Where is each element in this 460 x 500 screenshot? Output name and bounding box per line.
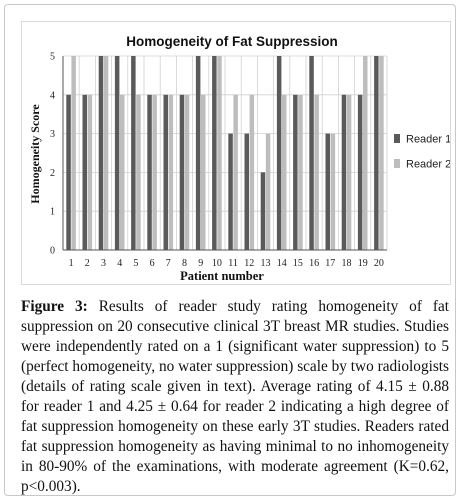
x-tick-label: 5 — [133, 258, 138, 269]
x-tick-label: 16 — [309, 258, 319, 269]
legend-label-reader1: Reader 1 — [406, 134, 450, 146]
x-tick-label: 15 — [293, 258, 303, 269]
chart-title: Homogeneity of Fat Suppression — [126, 34, 338, 49]
bar-reader1-patient-11 — [228, 133, 233, 250]
bar-reader1-patient-20 — [374, 56, 379, 250]
bar-reader1-patient-18 — [341, 94, 347, 250]
y-tick-label: 0 — [50, 246, 55, 257]
y-tick-label: 5 — [50, 52, 55, 63]
x-tick-label: 14 — [277, 258, 287, 269]
x-tick-label: 20 — [374, 258, 384, 269]
bar-reader1-patient-12 — [244, 133, 249, 250]
x-tick-label: 13 — [261, 258, 271, 269]
bar-reader2-patient-16 — [314, 94, 319, 250]
x-tick-label: 18 — [342, 258, 352, 269]
x-tick-label: 11 — [228, 258, 238, 269]
caption-label: Figure 3: — [21, 298, 88, 315]
bar-reader2-patient-15 — [298, 94, 303, 250]
bar-reader1-patient-6 — [147, 94, 152, 250]
legend-label-reader2: Reader 2 — [406, 159, 450, 171]
bar-reader1-patient-14 — [276, 56, 282, 250]
x-tick-label: 8 — [182, 258, 187, 269]
figure-caption: Figure 3: Results of reader study rating… — [21, 297, 449, 497]
x-tick-label: 6 — [150, 258, 155, 269]
bar-reader2-patient-20 — [379, 56, 384, 250]
bar-reader1-patient-17 — [325, 133, 330, 250]
x-tick-label: 17 — [325, 258, 335, 269]
x-tick-label: 4 — [117, 258, 122, 269]
legend: Reader 1 Reader 2 — [394, 134, 450, 171]
bar-reader2-patient-6 — [152, 94, 157, 250]
bar-reader1-patient-2 — [82, 94, 87, 250]
bar-reader2-patient-8 — [184, 94, 190, 250]
bar-reader2-patient-14 — [282, 94, 287, 250]
x-tick-label: 1 — [69, 258, 74, 269]
x-tick-label: 7 — [166, 258, 171, 269]
x-tick-label: 2 — [85, 258, 90, 269]
bar-reader1-patient-16 — [309, 56, 314, 250]
bar-reader2-patient-2 — [87, 94, 93, 250]
bar-reader1-patient-1 — [66, 94, 71, 250]
bar-reader1-patient-13 — [260, 172, 266, 250]
bar-reader2-patient-18 — [346, 94, 352, 250]
grid-lines — [62, 55, 388, 251]
bar-reader2-patient-12 — [249, 94, 255, 250]
y-tick-label: 1 — [50, 207, 55, 218]
y-tick-label: 4 — [50, 90, 55, 101]
bar-reader1-patient-8 — [179, 94, 185, 250]
bar-reader2-patient-7 — [168, 94, 174, 250]
bar-reader2-patient-9 — [201, 94, 206, 250]
chart-container: Homogeneity of Fat Suppression Homogenei… — [21, 21, 451, 285]
caption-text: Results of reader study rating homogenei… — [21, 298, 450, 495]
x-tick-label: 9 — [198, 258, 203, 269]
bar-reader2-patient-4 — [120, 94, 125, 250]
x-tick-label: 3 — [101, 258, 106, 269]
bar-reader2-patient-13 — [265, 133, 271, 250]
bar-reader1-patient-19 — [357, 94, 363, 250]
figure-frame: Homogeneity of Fat Suppression Homogenei… — [4, 4, 456, 496]
bar-reader1-patient-7 — [163, 94, 168, 250]
bar-reader2-patient-1 — [71, 56, 76, 250]
bar-reader1-patient-9 — [195, 56, 201, 250]
y-tick-label: 2 — [50, 168, 55, 179]
legend-swatch-reader1 — [394, 134, 400, 143]
bar-reader2-patient-3 — [103, 56, 109, 250]
bar-chart: Homogeneity of Fat Suppression Homogenei… — [28, 34, 450, 283]
bar-reader2-patient-11 — [233, 94, 238, 250]
bar-reader1-patient-15 — [293, 94, 298, 250]
x-tick-label: 10 — [212, 258, 222, 269]
y-tick-label: 3 — [50, 129, 55, 140]
bar-reader1-patient-10 — [212, 56, 217, 250]
bar-reader2-patient-17 — [330, 133, 336, 250]
bars — [66, 56, 384, 250]
bar-reader1-patient-3 — [98, 56, 104, 250]
x-tick-label: 19 — [358, 258, 368, 269]
y-axis-label: Homogeneity Score — [28, 104, 42, 204]
legend-swatch-reader2 — [394, 159, 400, 168]
x-axis-label: Patient number — [180, 269, 264, 283]
bar-reader1-patient-5 — [131, 56, 136, 250]
x-tick-label: 12 — [244, 258, 254, 269]
bar-reader1-patient-4 — [114, 56, 120, 250]
bar-reader2-patient-19 — [363, 56, 368, 250]
bar-reader2-patient-5 — [136, 94, 141, 250]
bar-reader2-patient-10 — [217, 56, 222, 250]
